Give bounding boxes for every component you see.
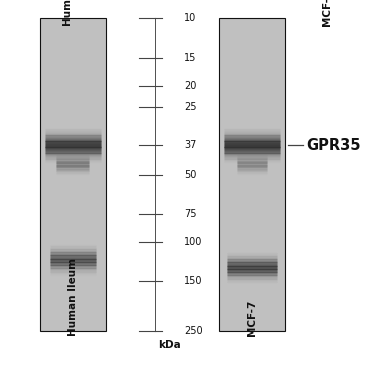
Text: 20: 20 [184,81,196,90]
Text: 250: 250 [184,326,203,336]
Text: MCF-7: MCF-7 [322,0,333,26]
Bar [219,18,285,331]
Text: 15: 15 [184,53,196,63]
Text: 150: 150 [184,276,203,286]
Text: 25: 25 [184,102,197,112]
Text: 100: 100 [184,237,203,247]
Text: Human Ileum: Human Ileum [63,0,73,26]
Text: kDa: kDa [158,340,181,350]
Bar [40,18,106,331]
Text: 50: 50 [184,170,196,180]
Text: GPR35: GPR35 [307,138,361,153]
Text: MCF-7: MCF-7 [247,300,257,336]
Text: Human Ileum: Human Ileum [68,258,78,336]
Text: 37: 37 [184,140,196,150]
Text: 75: 75 [184,209,197,219]
Text: 10: 10 [184,13,196,23]
